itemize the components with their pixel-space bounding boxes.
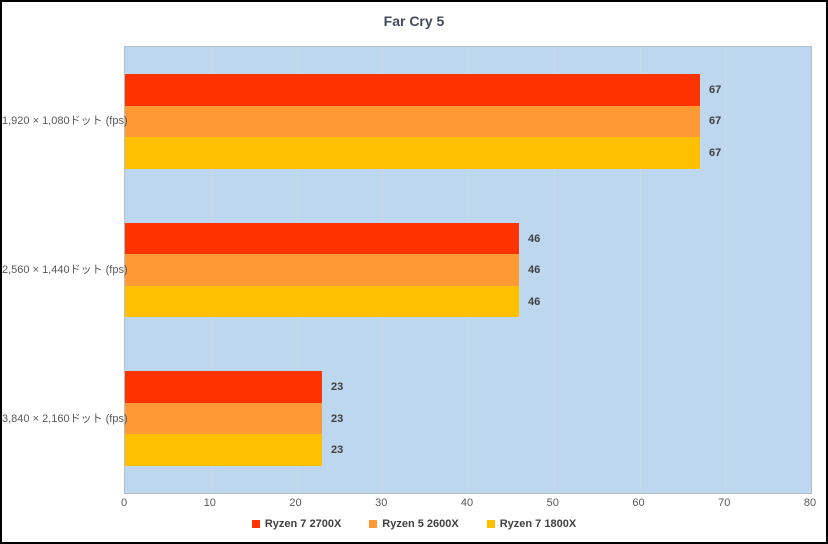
x-tick-label: 70 [718,497,731,509]
x-tick-label: 20 [289,497,302,509]
bar [125,254,519,286]
gridline [725,47,726,493]
bar [125,222,519,255]
x-tick-label: 60 [632,497,645,509]
chart-legend: Ryzen 7 2700X Ryzen 5 2600X Ryzen 7 1800X [2,518,826,530]
x-tick-label: 80 [803,497,817,509]
legend-label: Ryzen 5 2600X [382,518,459,530]
bar [125,402,322,435]
bar-value-label: 46 [528,295,541,308]
bar-value-label: 23 [331,412,344,425]
gridline [640,47,641,493]
y-category-label: 1,920 × 1,080ドット (fps) [2,115,128,128]
plot-area: 67 67 67 46 46 46 23 23 23 [124,46,812,494]
bar-value-label: 23 [331,381,344,394]
legend-label: Ryzen 7 2700X [264,518,342,530]
bar [125,74,700,106]
legend-item: Ryzen 5 2600X [369,518,459,530]
bar [125,434,322,466]
legend-swatch-icon [486,520,495,528]
bar-value-label: 67 [709,115,722,128]
legend-swatch-icon [369,520,378,528]
bar-value-label: 46 [528,232,541,245]
bar-value-label: 67 [709,146,722,159]
bar-value-label: 23 [331,444,344,457]
legend-item: Ryzen 7 1800X [486,518,577,530]
bar-value-label: 46 [528,264,541,276]
bar [125,285,519,318]
legend-label: Ryzen 7 1800X [499,518,577,530]
chart-title: Far Cry 5 [383,13,445,29]
bar [125,105,700,138]
y-category-label: 3,840 × 2,160ドット (fps) [2,412,128,425]
legend-item: Ryzen 7 2700X [251,518,342,530]
x-tick-label: 30 [375,497,388,509]
y-category-label: 2,560 × 1,440ドット (fps) [2,264,128,276]
bar [125,137,700,169]
bar-value-label: 67 [709,83,722,96]
x-tick-label: 40 [460,497,474,509]
x-tick-label: 0 [120,497,128,509]
x-tick-label: 10 [203,497,216,509]
legend-swatch-icon [251,520,260,528]
x-tick-label: 50 [546,497,559,509]
bar [125,371,322,403]
gridline [554,47,555,493]
